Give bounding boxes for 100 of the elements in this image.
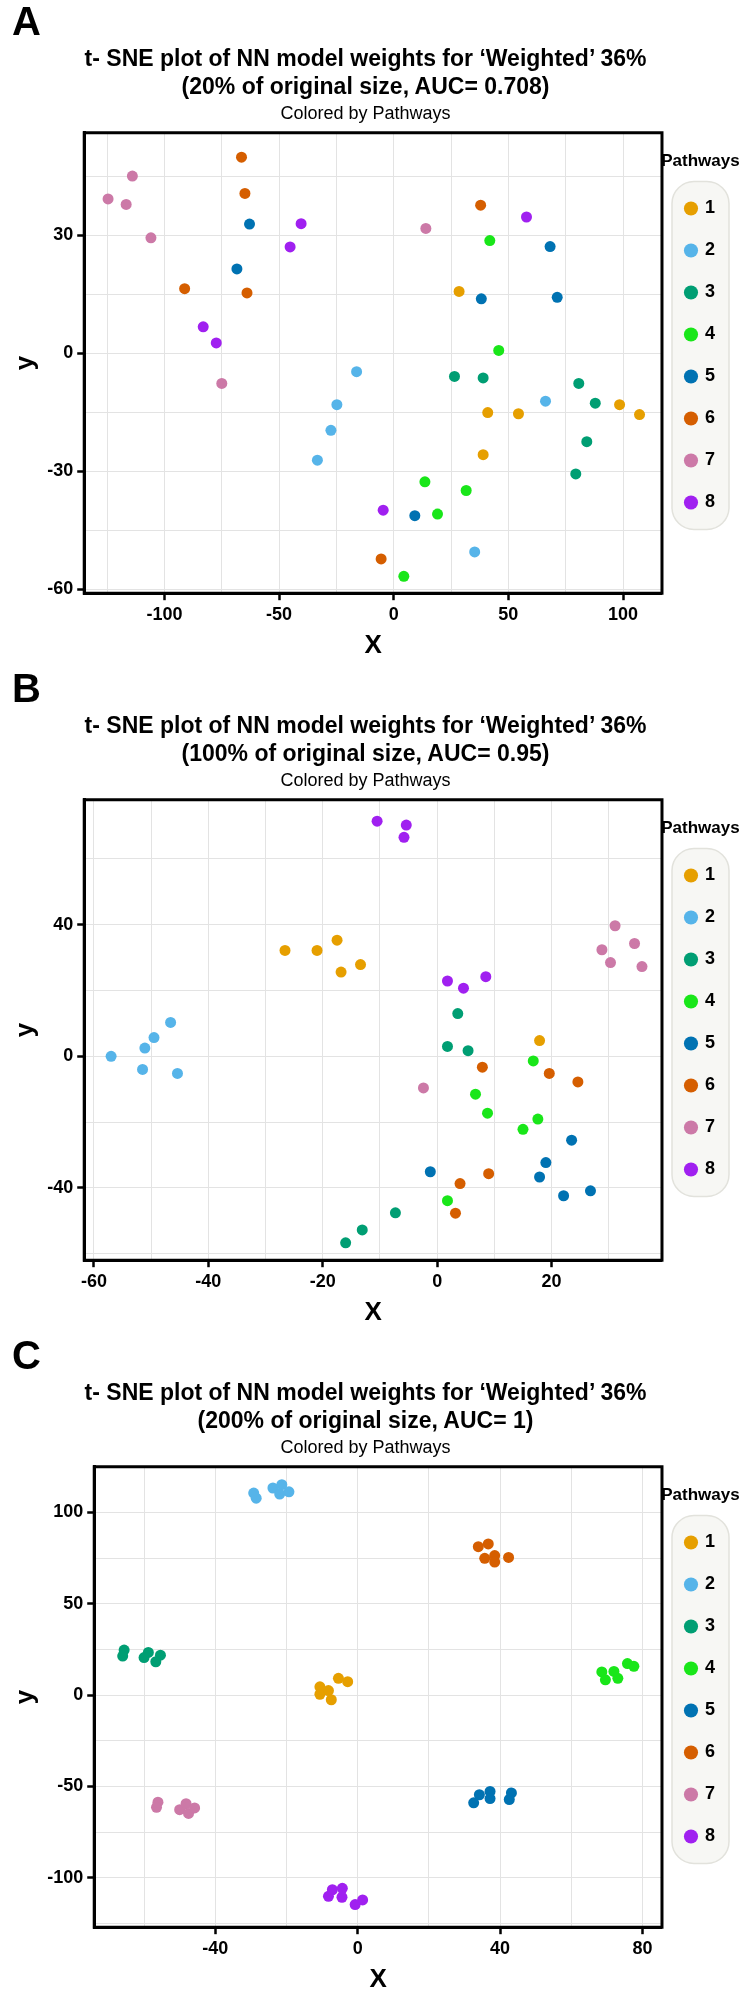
point bbox=[279, 944, 291, 956]
point bbox=[137, 1063, 149, 1075]
legend-title: Pathways bbox=[661, 150, 740, 170]
point bbox=[210, 337, 222, 349]
point bbox=[477, 449, 489, 461]
y-tick-label: 0 bbox=[63, 342, 74, 363]
point bbox=[276, 1479, 288, 1491]
point bbox=[432, 508, 444, 520]
point bbox=[150, 1656, 162, 1668]
point bbox=[453, 285, 465, 297]
point bbox=[540, 395, 552, 407]
point bbox=[636, 961, 648, 973]
text: C bbox=[12, 1333, 41, 1378]
chart-subtitle: Colored by Pathways bbox=[280, 1436, 451, 1457]
x-tick-label: -40 bbox=[202, 1937, 229, 1958]
point bbox=[336, 1891, 348, 1903]
point bbox=[609, 920, 621, 932]
y-tick-label: -60 bbox=[47, 578, 74, 599]
point bbox=[239, 187, 251, 199]
text: A bbox=[12, 0, 41, 44]
point bbox=[325, 1694, 337, 1706]
legend-label: 8 bbox=[704, 1825, 715, 1846]
point bbox=[484, 235, 496, 247]
x-tick-label: 50 bbox=[498, 603, 519, 624]
y-axis-title: y bbox=[8, 1022, 39, 1038]
point bbox=[189, 1802, 201, 1814]
point bbox=[480, 971, 492, 983]
y-tick-label: 0 bbox=[73, 1684, 84, 1705]
point bbox=[216, 377, 228, 389]
point bbox=[274, 1488, 286, 1500]
y-axis-title: y bbox=[8, 1689, 39, 1705]
x-tick-label: 80 bbox=[632, 1937, 653, 1958]
point bbox=[342, 1676, 354, 1688]
x-tick-label: 20 bbox=[541, 1270, 562, 1291]
point bbox=[179, 283, 191, 295]
chart-title: t- SNE plot of NN model weights for ‘Weighted’ 36% (200% of original size, AUC= 1) bbox=[84, 1379, 647, 1433]
point bbox=[311, 944, 323, 956]
point bbox=[449, 1207, 461, 1219]
point bbox=[250, 1492, 262, 1504]
point bbox=[634, 409, 646, 421]
legend-label: 1 bbox=[704, 864, 715, 885]
point bbox=[589, 397, 601, 409]
point bbox=[469, 546, 481, 558]
legend-label: 8 bbox=[704, 1158, 715, 1179]
y-tick-label: 0 bbox=[63, 1045, 74, 1066]
point bbox=[544, 241, 556, 253]
y-tick-label: 100 bbox=[53, 1501, 84, 1522]
point bbox=[572, 1076, 584, 1088]
point bbox=[605, 957, 616, 969]
point bbox=[409, 510, 421, 522]
point bbox=[581, 436, 593, 448]
point bbox=[441, 975, 453, 987]
x-axis-title: X bbox=[369, 1962, 388, 1993]
point bbox=[325, 424, 337, 436]
y-tick-label: -100 bbox=[47, 1866, 84, 1887]
point bbox=[375, 553, 387, 565]
point bbox=[612, 1672, 624, 1684]
point bbox=[326, 1884, 338, 1896]
point bbox=[629, 938, 641, 950]
point bbox=[462, 1045, 474, 1057]
legend-label: 1 bbox=[704, 197, 715, 218]
point bbox=[377, 504, 389, 516]
point bbox=[472, 1541, 484, 1553]
legend-label: 5 bbox=[704, 1699, 715, 1720]
y-tick-label: -50 bbox=[57, 1775, 84, 1796]
legend-title: Pathways bbox=[661, 1484, 740, 1504]
chart-subtitle: Colored by Pathways bbox=[280, 102, 451, 123]
legend-label: 4 bbox=[704, 323, 715, 344]
y-tick-label: 40 bbox=[53, 913, 74, 934]
point bbox=[512, 408, 524, 420]
x-tick-label: 0 bbox=[388, 603, 399, 624]
legend-label: 4 bbox=[704, 990, 715, 1011]
point bbox=[482, 1107, 494, 1119]
point bbox=[534, 1171, 546, 1183]
point bbox=[419, 476, 431, 488]
point bbox=[400, 819, 412, 831]
point bbox=[449, 370, 460, 382]
point bbox=[441, 1040, 453, 1052]
point bbox=[628, 1660, 640, 1672]
legend-label: 2 bbox=[704, 1573, 715, 1594]
point bbox=[482, 407, 494, 419]
point bbox=[551, 291, 563, 303]
point bbox=[126, 170, 138, 182]
point bbox=[479, 1552, 491, 1564]
point bbox=[584, 1185, 596, 1197]
point bbox=[295, 218, 307, 230]
legend-label: 2 bbox=[704, 906, 715, 927]
point bbox=[105, 1050, 117, 1062]
point bbox=[599, 1674, 611, 1686]
point bbox=[331, 934, 343, 946]
point bbox=[532, 1113, 544, 1125]
chart-title: t- SNE plot of NN model weights for ‘Weighted’ 36% (100% of original size, AUC= 0.95) bbox=[84, 712, 647, 766]
point bbox=[311, 454, 323, 466]
point bbox=[475, 199, 487, 211]
point bbox=[540, 1157, 552, 1169]
point bbox=[371, 815, 383, 827]
point bbox=[236, 151, 247, 163]
y-tick-label: 50 bbox=[63, 1592, 84, 1613]
point bbox=[148, 1032, 160, 1044]
legend-label: 4 bbox=[704, 1657, 715, 1678]
